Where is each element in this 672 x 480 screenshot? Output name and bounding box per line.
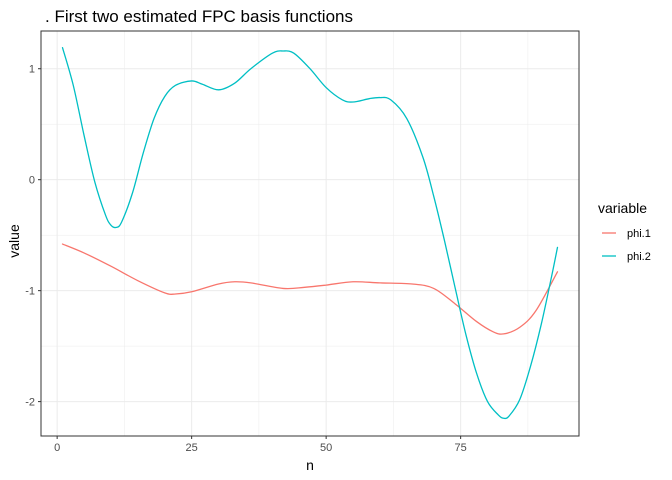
y-axis-title: value (6, 224, 22, 258)
legend-title: variable (598, 200, 647, 216)
x-tick-label: 50 (320, 442, 332, 454)
x-axis-title: n (306, 457, 314, 473)
x-tick-label: 25 (186, 442, 198, 454)
x-axis: 0 25 50 75 (54, 436, 467, 454)
panel-background (41, 31, 579, 436)
legend-label-phi-2: phi.2 (627, 251, 651, 263)
plot-panel (40, 30, 580, 437)
legend-label-phi-1: phi.1 (627, 228, 651, 240)
grid-major (41, 31, 579, 436)
chart-title: . First two estimated FPC basis function… (45, 7, 353, 26)
x-tick-label: 0 (54, 442, 60, 454)
y-tick-label: 0 (29, 175, 35, 187)
legend: variable phi.1 phi.2 (598, 200, 651, 265)
series-line-phi-2 (61, 46, 559, 420)
grid-minor (41, 31, 579, 436)
y-tick-label: -1 (25, 286, 35, 298)
y-tick-label: -2 (25, 397, 35, 409)
series-line-phi-1 (61, 243, 559, 335)
y-tick-label: 1 (29, 64, 35, 76)
legend-items: phi.1 phi.2 (600, 224, 651, 265)
panel-border (40, 30, 580, 437)
y-axis: 1 0 -1 -2 (25, 64, 41, 409)
x-tick-label: 75 (455, 442, 467, 454)
series-layer (61, 46, 559, 420)
